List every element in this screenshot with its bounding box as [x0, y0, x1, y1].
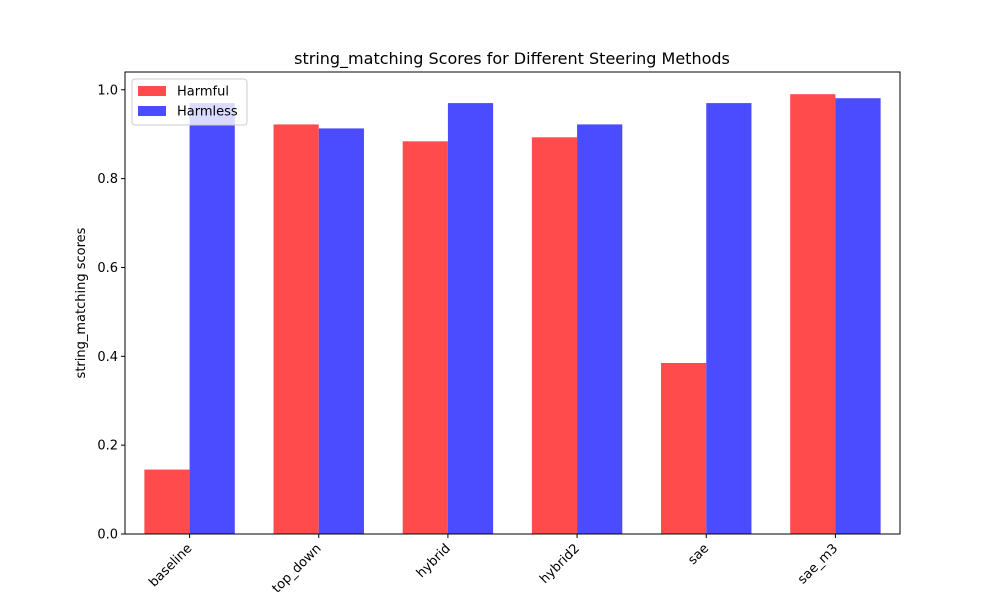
y-tick-label: 0.8 — [97, 172, 118, 187]
plot-frame — [124, 71, 901, 535]
y-tick-label: 0.2 — [97, 439, 118, 454]
y-tick-label: 0.6 — [97, 261, 118, 276]
bar-harmful-hybrid2 — [531, 137, 578, 534]
y-tick-label: 1.0 — [97, 83, 118, 98]
bars-group — [144, 94, 881, 535]
bar-harmless-baseline — [189, 103, 235, 534]
bar-harmless-hybrid2 — [577, 124, 623, 535]
bar-harmless-top_down — [318, 128, 364, 535]
legend-swatch-harmless — [138, 106, 166, 116]
legend: Harmful Harmless — [131, 78, 248, 126]
bar-harmful-sae — [661, 362, 707, 534]
y-axis-label: string_matching scores — [74, 227, 89, 378]
bar-harmful-sae_m3 — [790, 94, 836, 534]
legend-label-harmless: Harmless — [177, 105, 238, 120]
bar-harmless-sae_m3 — [835, 98, 881, 534]
y-axis: 0.0 0.2 0.4 0.6 0.8 1.0 — [97, 83, 125, 543]
y-tick-label: 0.4 — [97, 350, 118, 365]
bar-harmful-top_down — [273, 124, 319, 535]
chart-title: string_matching Scores for Different Ste… — [294, 49, 730, 69]
bar-harmful-hybrid — [402, 141, 448, 535]
legend-swatch-harmful — [138, 86, 166, 96]
legend-label-harmful: Harmful — [177, 85, 229, 100]
bar-harmful-baseline — [144, 469, 190, 534]
bar-harmless-sae — [706, 103, 752, 534]
bar-harmless-hybrid — [447, 103, 494, 534]
y-tick-label: 0.0 — [97, 528, 118, 543]
